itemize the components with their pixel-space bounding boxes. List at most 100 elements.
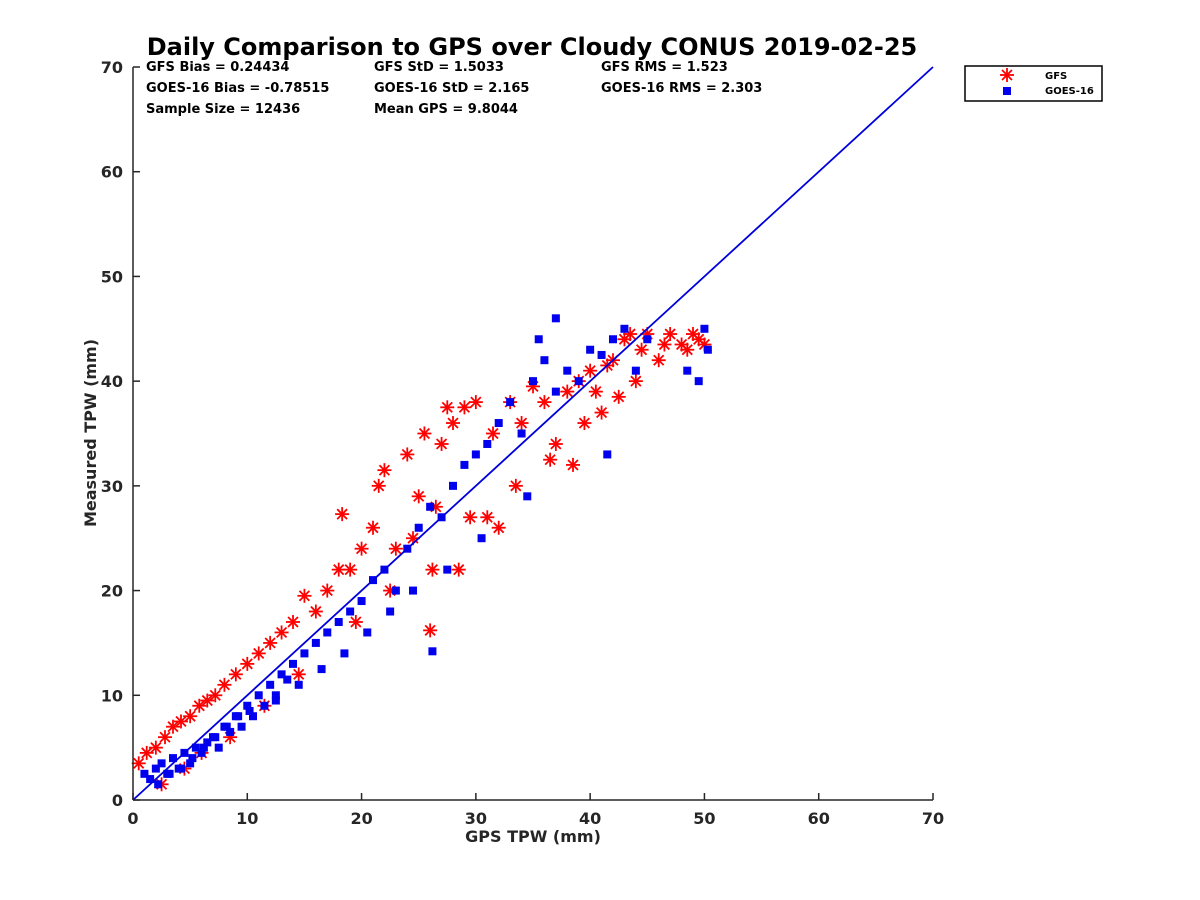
gfs-point xyxy=(388,541,403,556)
y-tick-label: 60 xyxy=(101,163,123,182)
goes-16-point xyxy=(222,722,231,731)
gfs-point xyxy=(491,520,506,535)
goes-16-point xyxy=(551,387,560,396)
goes-16-point xyxy=(300,649,309,658)
goes-16-point xyxy=(609,335,617,344)
goes-16-legend-square xyxy=(1003,87,1011,95)
goes-16-point xyxy=(414,523,423,532)
gfs-point xyxy=(366,520,380,535)
x-tick-label: 50 xyxy=(693,809,715,828)
gfs-point xyxy=(148,740,163,755)
goes-16-point xyxy=(260,701,269,710)
gfs-point xyxy=(377,463,392,478)
gfs-legend-asterisk xyxy=(1000,68,1014,82)
gfs-point xyxy=(577,416,592,431)
goes-16-point xyxy=(226,727,235,736)
goes-16-point xyxy=(271,691,280,700)
gfs-point xyxy=(274,625,289,640)
goes-16-point xyxy=(165,769,174,778)
x-axis-label: GPS TPW (mm) xyxy=(465,827,601,846)
goes-16-point xyxy=(214,743,223,752)
x-tick-label: 70 xyxy=(922,809,944,828)
legend-label-gfs: GFS xyxy=(1045,71,1067,82)
gfs-point xyxy=(457,400,472,415)
goes-16-point xyxy=(428,647,437,656)
chart-title: Daily Comparison to GPS over Cloudy CONU… xyxy=(147,33,918,61)
gfs-point xyxy=(594,405,609,420)
y-tick-label: 30 xyxy=(101,477,123,496)
gfs-point xyxy=(411,489,426,504)
gfs-point xyxy=(291,667,306,682)
gfs-point xyxy=(566,457,580,472)
gfs-point xyxy=(680,342,695,357)
gfs-point xyxy=(651,353,666,368)
goes-16-point xyxy=(283,675,292,684)
goes-16-point xyxy=(703,345,712,354)
goes-16-point xyxy=(386,607,395,616)
stat-goes-bias: GOES-16 Bias = -0.78515 xyxy=(146,81,329,96)
gfs-point xyxy=(240,656,255,671)
gfs-point xyxy=(423,623,438,638)
gfs-point xyxy=(297,588,312,603)
goes-16-point xyxy=(694,377,703,386)
gfs-point xyxy=(446,416,460,431)
gfs-point xyxy=(192,698,207,713)
goes-16-point xyxy=(254,691,263,700)
stat-sample-size: Sample Size = 12436 xyxy=(146,102,300,117)
goes-16-point xyxy=(529,377,537,386)
goes-16-point xyxy=(323,628,332,637)
x-tick-label: 10 xyxy=(236,809,258,828)
legend-box xyxy=(964,65,1103,102)
goes-16-point xyxy=(140,769,149,778)
goes-16-point xyxy=(197,748,206,757)
goes-16-point xyxy=(277,670,286,679)
gfs-point xyxy=(400,447,415,462)
y-tick-label: 40 xyxy=(101,372,123,391)
stat-mean-gps: Mean GPS = 9.8044 xyxy=(374,102,518,117)
goes-16-point xyxy=(603,450,612,459)
goes-16-point xyxy=(154,780,163,789)
gfs-point xyxy=(158,730,172,745)
gfs-point xyxy=(131,756,146,771)
y-tick-label: 70 xyxy=(101,58,123,77)
goes-16-point xyxy=(363,628,372,637)
gfs-point xyxy=(611,389,626,404)
gfs-point xyxy=(634,342,649,357)
goes-16-point xyxy=(177,764,185,773)
goes-16-point xyxy=(443,565,452,574)
plot-area xyxy=(131,66,934,801)
gfs-point xyxy=(468,395,483,410)
stat-goes-std: GOES-16 StD = 2.165 xyxy=(374,81,529,96)
goes-16-point xyxy=(586,345,595,354)
legend-label-goes-16: GOES-16 xyxy=(1045,86,1094,97)
gfs-point xyxy=(348,614,363,629)
y-tick-label: 0 xyxy=(112,791,123,810)
goes-16-point xyxy=(346,607,355,616)
legend: GFS GOES-16 xyxy=(964,65,1103,102)
goes-16-point xyxy=(700,324,709,333)
x-tick-label: 40 xyxy=(579,809,601,828)
gfs-point xyxy=(514,416,529,431)
x-tick-label: 30 xyxy=(465,809,487,828)
gfs-point xyxy=(183,709,198,724)
goes-16-point xyxy=(357,597,366,606)
goes-16-point xyxy=(186,759,195,768)
gfs-point xyxy=(440,400,455,415)
gfs-point xyxy=(434,436,449,451)
goes-16-point xyxy=(534,335,543,344)
goes-16-point xyxy=(249,712,257,721)
gfs-point xyxy=(560,384,575,399)
gfs-point xyxy=(480,510,495,525)
goes-16-point xyxy=(563,366,572,375)
gfs-point xyxy=(308,604,323,619)
goes-16-point xyxy=(199,743,208,752)
axis-ticks: 0 10 20 30 40 50 60 70 0 10 20 30 40 50 60 70 xyxy=(101,58,944,828)
gfs-point xyxy=(417,426,432,441)
gfs-point xyxy=(537,395,552,410)
goes-16-point xyxy=(289,659,297,668)
y-tick-label: 10 xyxy=(101,686,123,705)
legend-marker-gfs xyxy=(1000,68,1014,82)
gfs-point xyxy=(335,507,350,522)
stat-goes-rms: GOES-16 RMS = 2.303 xyxy=(601,81,762,96)
